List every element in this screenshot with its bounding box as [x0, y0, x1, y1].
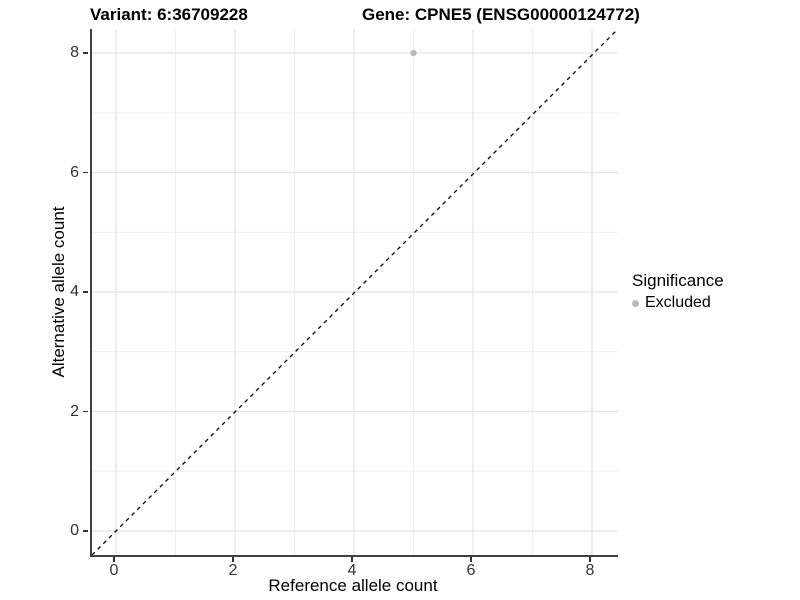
- y-tick-mark-8: [83, 52, 88, 54]
- x-tick-label-0: 0: [109, 562, 119, 579]
- y-tick-mark-0: [83, 530, 88, 532]
- scatter-plot-canvas: [92, 29, 618, 555]
- plot-panel: [90, 29, 618, 557]
- identity-reference-line: [92, 29, 618, 555]
- y-tick-mark-2: [83, 410, 88, 413]
- x-tick-label-2: 2: [228, 562, 238, 579]
- x-tick-mark-6: [470, 557, 472, 562]
- plot-title-gene: Gene: CPNE5 (ENSG00000124772): [362, 5, 640, 24]
- plot-title-variant: Variant: 6:36709228: [90, 5, 248, 24]
- y-tick-mark-4: [83, 291, 88, 293]
- y-tick-mark-6: [83, 171, 88, 174]
- x-tick-label-6: 6: [466, 562, 476, 579]
- x-tick-mark-8: [589, 557, 591, 562]
- x-tick-mark-2: [232, 557, 234, 562]
- legend-item-excluded: Excluded: [632, 294, 724, 312]
- legend: Significance Excluded: [632, 271, 724, 312]
- legend-title: Significance: [632, 271, 724, 290]
- y-tick-label-6: 6: [70, 163, 79, 181]
- x-tick-mark-0: [113, 557, 115, 562]
- y-axis-title: Alternative allele count: [49, 206, 68, 378]
- x-tick-label-4: 4: [347, 562, 357, 579]
- data-point-excluded-0: [410, 49, 417, 57]
- y-tick-label-0: 0: [70, 522, 79, 539]
- legend-item-label: Excluded: [645, 294, 711, 311]
- y-tick-label-4: 4: [70, 283, 79, 300]
- y-tick-label-8: 8: [70, 44, 79, 61]
- x-tick-mark-4: [351, 557, 353, 562]
- y-tick-label-2: 2: [70, 402, 79, 420]
- legend-key-dot-icon: [632, 299, 639, 307]
- x-axis-title: Reference allele count: [268, 576, 438, 595]
- x-tick-label-8: 8: [585, 562, 595, 579]
